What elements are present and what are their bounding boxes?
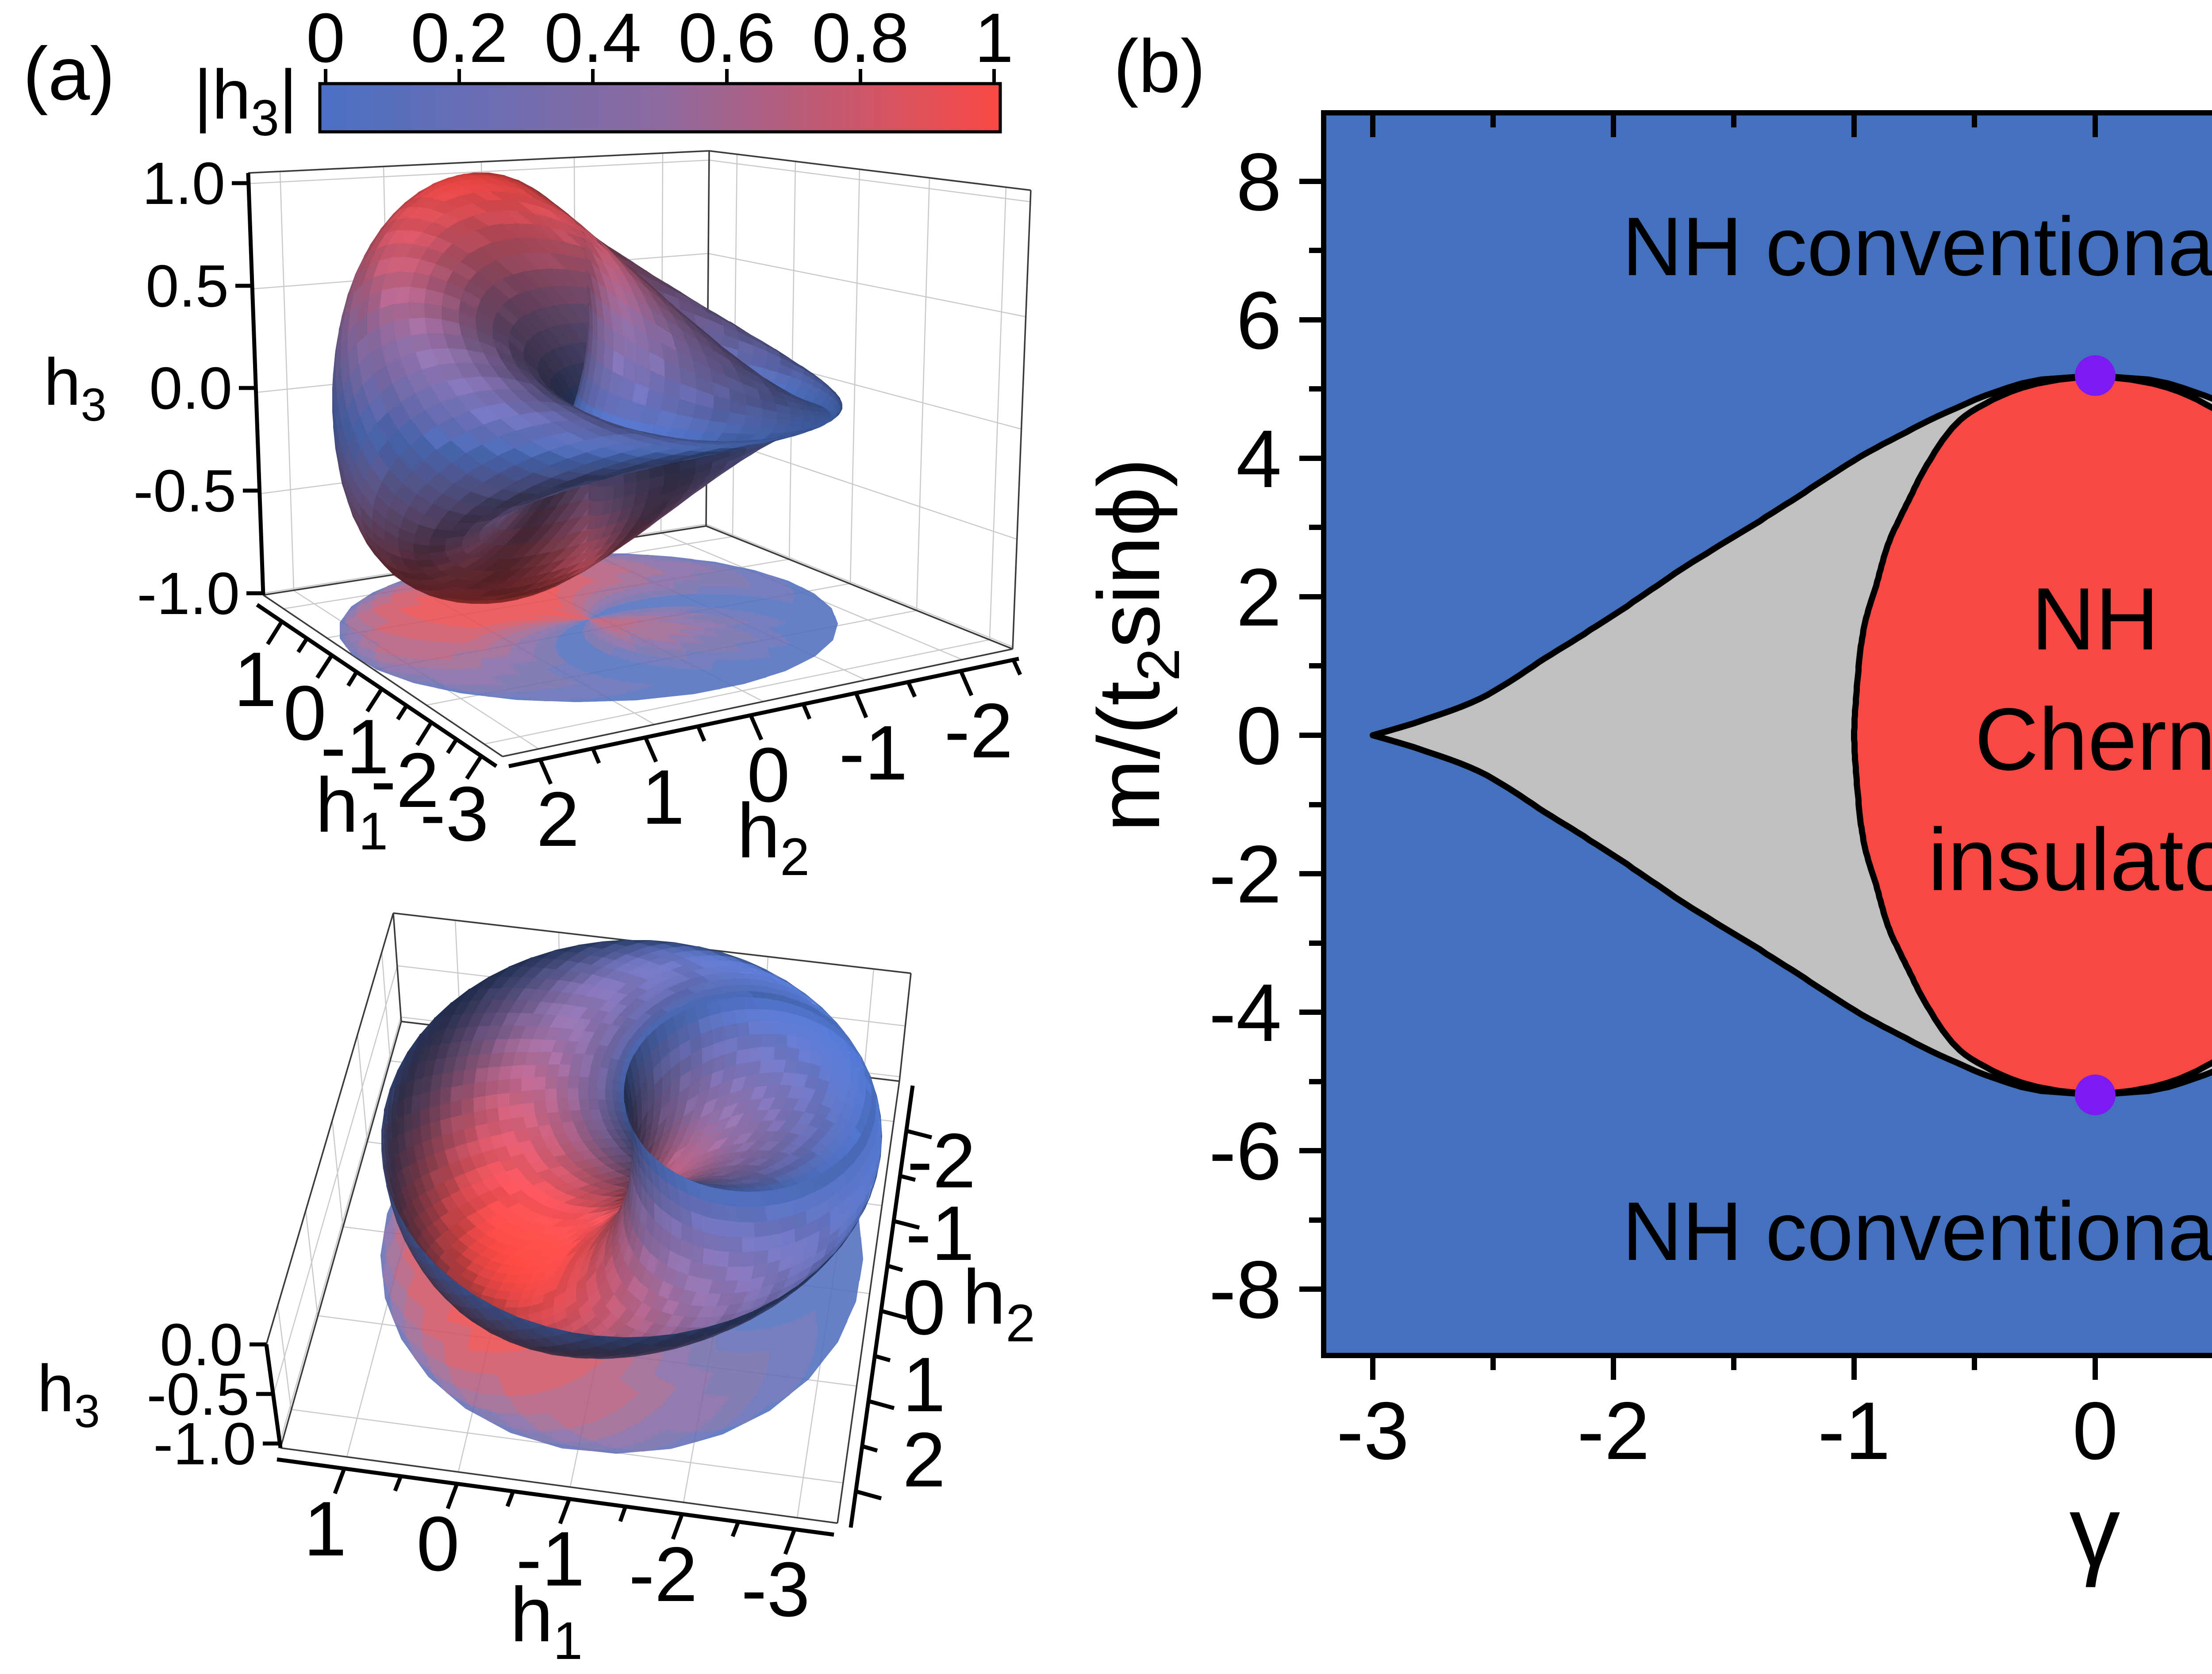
svg-text:h1: h1 [510,1572,583,1670]
svg-text:(b): (b) [1114,24,1206,108]
svg-text:-3: -3 [741,1547,810,1633]
svg-text:(a): (a) [23,32,115,116]
svg-text:0.2: 0.2 [411,0,508,77]
svg-text:1.0: 1.0 [142,150,225,217]
svg-text:1: 1 [975,0,1014,77]
svg-text:0: 0 [2073,1386,2118,1477]
svg-text:-1: -1 [1818,1386,1891,1477]
svg-text:0.8: 0.8 [812,0,909,77]
svg-text:0: 0 [306,0,345,77]
svg-text:0.5: 0.5 [146,253,229,319]
svg-text:-6: -6 [1209,1106,1282,1197]
svg-text:-2: -2 [1577,1386,1650,1477]
svg-text:NH conventional insulator: NH conventional insulator [1622,200,2212,293]
svg-text:-2: -2 [944,688,1013,774]
svg-text:-0.5: -0.5 [146,1361,250,1428]
svg-text:Chern: Chern [1975,690,2212,789]
svg-text:-2: -2 [1209,829,1282,920]
svg-text:NH conventional insulator: NH conventional insulator [1622,1185,2212,1278]
svg-text:1: 1 [902,1342,945,1428]
svg-text:-2: -2 [370,737,439,824]
svg-text:2: 2 [902,1417,945,1503]
svg-text:8: 8 [1236,137,1282,228]
svg-text:-2: -2 [907,1118,976,1204]
svg-text:1: 1 [303,1486,346,1572]
svg-text:0: 0 [747,732,790,818]
svg-text:0: 0 [1236,691,1282,782]
svg-text:m/(t2sinϕ): m/(t2sinϕ) [1080,458,1192,832]
svg-text:2: 2 [1236,552,1282,643]
svg-text:γ: γ [2070,1474,2120,1588]
svg-text:-1: -1 [906,1190,975,1277]
svg-text:0.4: 0.4 [544,0,641,77]
svg-text:-8: -8 [1209,1244,1282,1336]
svg-text:-2: -2 [629,1532,698,1618]
svg-text:-1: -1 [839,710,908,796]
svg-text:-3: -3 [1336,1386,1409,1477]
svg-text:4: 4 [1236,414,1282,505]
svg-text:2: 2 [536,776,579,863]
svg-text:1: 1 [234,637,276,723]
svg-text:0.0: 0.0 [160,1311,243,1378]
svg-text:0: 0 [283,670,326,756]
svg-text:NH: NH [2032,570,2159,668]
svg-text:1: 1 [641,754,684,841]
svg-text:-1.0: -1.0 [137,560,240,627]
svg-text:-0.5: -0.5 [133,457,236,524]
svg-text:0.0: 0.0 [149,355,232,422]
svg-text:-1: -1 [320,704,389,790]
svg-text:h2: h2 [963,1254,1035,1353]
svg-text:insulator: insulator [1928,810,2212,909]
svg-text:-1.0: -1.0 [153,1410,256,1477]
svg-text:-3: -3 [420,771,489,857]
svg-text:0: 0 [416,1501,459,1587]
svg-text:0: 0 [902,1265,945,1351]
svg-text:|h3|: |h3| [194,56,297,146]
svg-text:-4: -4 [1209,968,1282,1059]
svg-text:6: 6 [1236,275,1282,366]
svg-text:0.6: 0.6 [678,0,776,77]
svg-text:-1: -1 [516,1516,585,1602]
